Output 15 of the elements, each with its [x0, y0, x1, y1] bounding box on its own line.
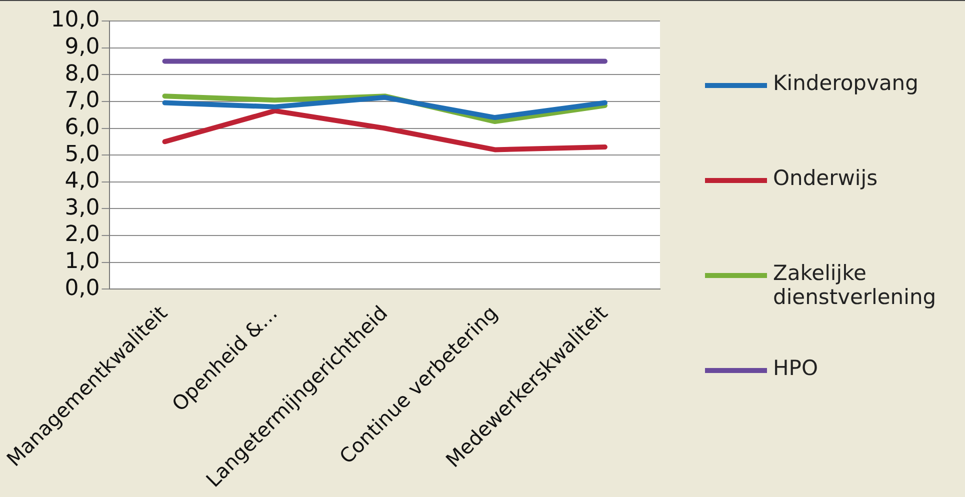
y-tick-label: 2,0 — [64, 222, 100, 248]
y-tick-label: 4,0 — [64, 168, 100, 194]
y-tick-label: 9,0 — [64, 34, 100, 60]
y-tick-label: 10,0 — [50, 8, 100, 33]
y-tick-label: 5,0 — [64, 142, 100, 167]
legend-label: Kinderopvang — [773, 71, 918, 95]
legend-label: Onderwijs — [773, 166, 878, 190]
y-tick-label: 0,0 — [64, 276, 100, 301]
y-tick-label: 3,0 — [64, 195, 100, 220]
legend-label: HPO — [773, 356, 818, 380]
y-tick-label: 8,0 — [64, 61, 100, 86]
y-tick-label: 6,0 — [64, 114, 100, 140]
legend-label: Zakelijke dienstverlening — [773, 261, 938, 309]
y-tick-label: 1,0 — [64, 249, 100, 274]
y-tick-label: 7,0 — [64, 88, 100, 114]
